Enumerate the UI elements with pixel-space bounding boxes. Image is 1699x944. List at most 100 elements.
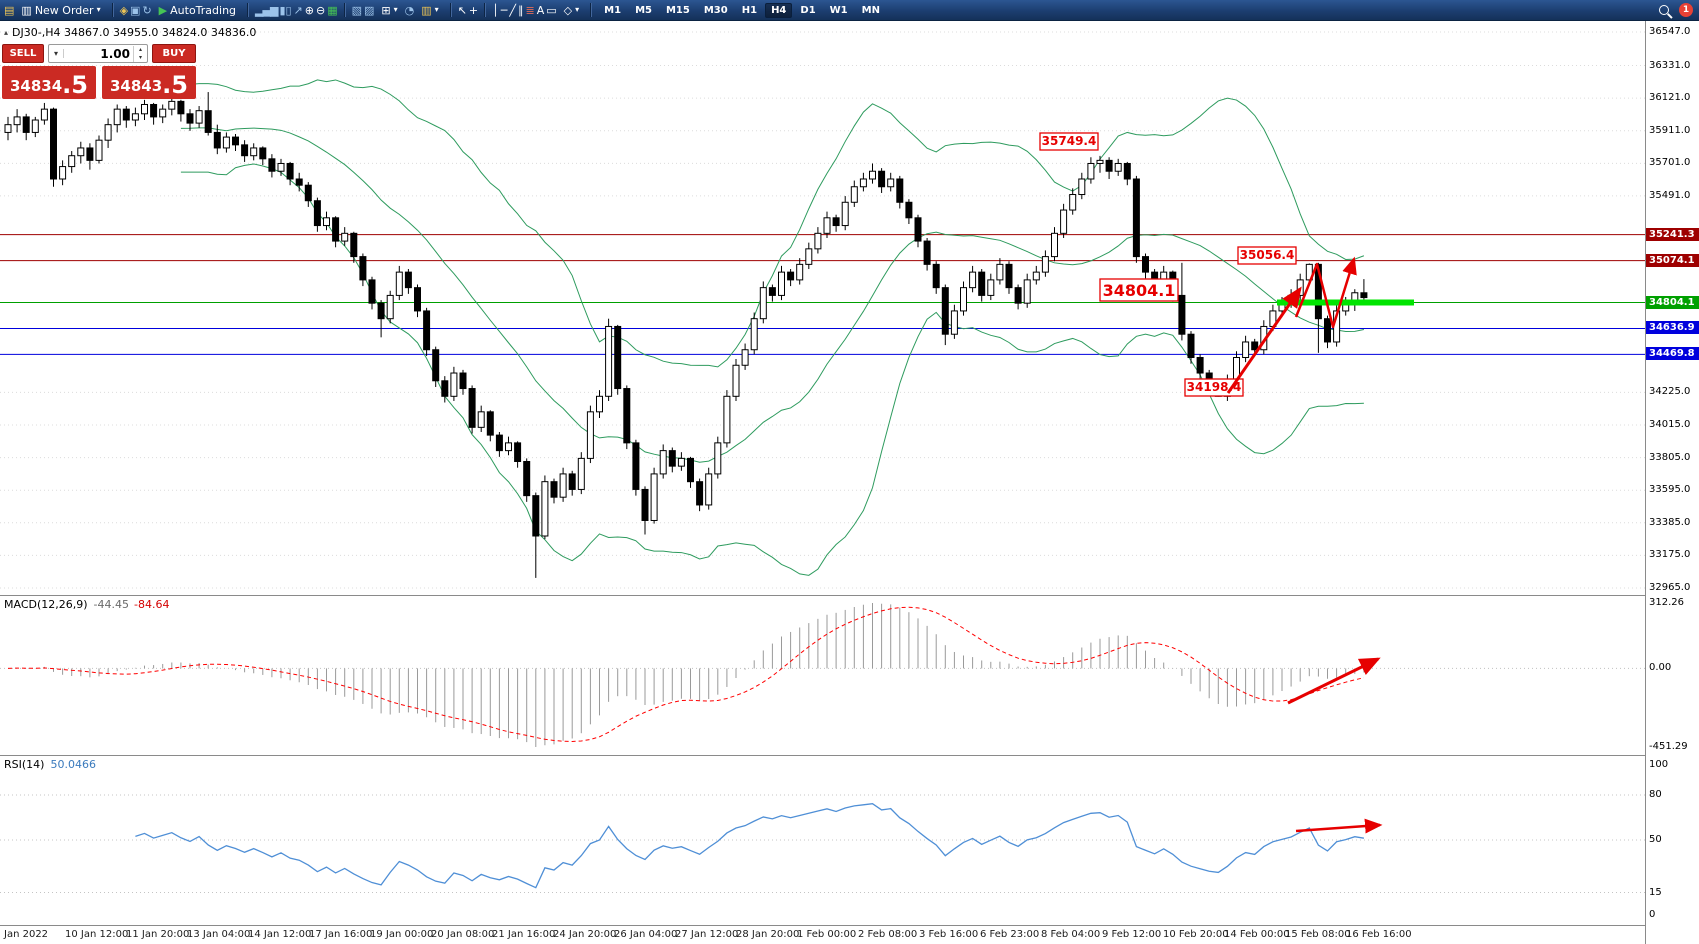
sell-button[interactable]: SELL [2, 44, 44, 63]
refresh-icon[interactable]: ↻ [142, 3, 152, 17]
candle [368, 279, 376, 304]
buy-button[interactable]: BUY [152, 44, 196, 63]
annotation-text: 35056.4 [1240, 248, 1295, 262]
candle [241, 144, 249, 157]
fibonacci-tool-icon[interactable]: ≣ [525, 3, 535, 17]
text-tool-icon[interactable]: A [536, 3, 545, 17]
candlestick-chart[interactable]: 35749.4 35056.4 34804.1 34198.4 [0, 21, 1645, 595]
candle [741, 349, 749, 366]
candle [1324, 318, 1331, 343]
one-click-expand-icon[interactable]: ▴ [4, 28, 9, 37]
search-icon[interactable] [1659, 5, 1669, 15]
autotrading-label: AutoTrading [170, 3, 237, 17]
line-chart-icon[interactable]: ↗ [293, 3, 303, 17]
tile-windows-icon[interactable]: ▦ [327, 3, 338, 17]
macd-signal-value: -84.64 [134, 598, 170, 611]
rsi-panel[interactable] [0, 755, 1645, 925]
volume-down-icon[interactable]: ▾ [138, 53, 142, 61]
new-order-label: New Order [34, 3, 94, 17]
timeframe-d1[interactable]: D1 [800, 4, 816, 16]
timeframe-h1[interactable]: H1 [741, 4, 758, 16]
candle [859, 178, 867, 188]
zoom-in-icon[interactable]: ⊕ [304, 3, 314, 17]
candlestick-chart-icon[interactable]: ▮▯ [279, 3, 292, 17]
timeframe-mn[interactable]: MN [861, 4, 880, 16]
price-tag: 34636.9 [1646, 321, 1699, 335]
time-axis-label: 16 Feb 16:00 [1346, 929, 1412, 940]
candle [950, 310, 958, 335]
volume-steppers[interactable]: ▴ ▾ [133, 45, 147, 62]
timeframe-m30[interactable]: M30 [703, 4, 728, 16]
candle [1196, 356, 1204, 374]
time-axis[interactable]: Jan 2022 10 Jan 12:00 11 Jan 20:00 13 Jan 0… [0, 925, 1699, 944]
arrange-windows-icon[interactable]: ▨ [364, 3, 375, 17]
volume-control[interactable]: ▾ 1.00 ▴ ▾ [48, 44, 148, 63]
notification-badge[interactable]: 1 [1679, 3, 1693, 17]
rsi-label: RSI(14) 50.0466 [4, 758, 96, 771]
volume-dropdown-icon[interactable]: ▾ [49, 49, 64, 58]
panel-separator[interactable] [0, 595, 1699, 596]
buy-price-display[interactable]: 34843.5 [102, 66, 196, 99]
toolbar-separator [343, 3, 346, 17]
candle [514, 442, 522, 462]
time-axis-label: 1 Feb 00:00 [797, 929, 857, 940]
autotrading-button[interactable]: ▶ AutoTrading [154, 3, 241, 18]
price-axis[interactable]: 36547.0 36331.0 36121.0 35911.0 35701.0 35491… [1645, 21, 1699, 944]
zoom-out-icon[interactable]: ⊖ [315, 3, 326, 17]
candle [341, 232, 349, 242]
candle [277, 162, 285, 172]
candle [259, 147, 267, 160]
horizontal-line-tool-icon[interactable]: ─ [500, 3, 508, 17]
candle [641, 488, 649, 521]
toolbar: ▤ ▥ New Order ▾ ◈ ▣ ↻ ▶ AutoTrading ▂▄▆ … [0, 0, 1699, 21]
timeframe-m1[interactable]: M1 [604, 4, 622, 16]
vertical-line-tool-icon[interactable]: │ [492, 3, 499, 17]
label-tool-icon[interactable]: ▭ [546, 3, 557, 17]
chart-icon[interactable]: ▤ [4, 3, 15, 17]
timeframe-w1[interactable]: W1 [829, 4, 848, 16]
candle [468, 388, 476, 428]
axis-label: 35911.0 [1649, 124, 1691, 136]
candle [1087, 162, 1095, 180]
time-axis-label: 13 Jan 04:00 [187, 929, 251, 940]
market-watch-icon[interactable]: ▣ [130, 3, 141, 17]
volume-up-icon[interactable]: ▴ [138, 45, 142, 53]
candle [896, 178, 904, 203]
toolbar-separator [247, 3, 250, 17]
trend-arrow [1287, 657, 1381, 705]
new-chart-button[interactable]: ⊞ ▾ [376, 4, 402, 17]
expert-advisor-icon[interactable]: ◈ [119, 3, 129, 17]
bar-chart-icon[interactable]: ▂▄▆ [255, 3, 278, 17]
macd-panel[interactable] [0, 595, 1645, 755]
sell-price-display[interactable]: 34834.5 [2, 66, 96, 99]
template-button[interactable]: ▥ ▾ [416, 4, 443, 17]
cursor-icon[interactable]: ↖ [457, 3, 467, 17]
candle [404, 271, 412, 289]
candle [68, 155, 76, 168]
volume-input[interactable]: 1.00 [100, 46, 130, 61]
candle [768, 287, 776, 296]
candle [77, 147, 85, 157]
macd-signal-line [7, 606, 1365, 743]
timeframe-m15[interactable]: M15 [665, 4, 690, 16]
candle [459, 372, 467, 390]
clock-icon[interactable]: ◔ [404, 3, 415, 17]
candle [996, 263, 1004, 281]
timeframe-m5[interactable]: M5 [635, 4, 652, 16]
shapes-tool-button[interactable]: ◇ ▾ [559, 4, 584, 17]
candle [596, 395, 603, 413]
candle [869, 170, 876, 180]
trendline-tool-icon[interactable]: ╱ [509, 3, 516, 17]
panel-separator[interactable] [0, 755, 1699, 756]
crosshair-icon[interactable]: + [468, 3, 479, 17]
candle [59, 166, 67, 180]
candle [213, 131, 221, 149]
candle [668, 450, 676, 467]
cascade-windows-icon[interactable]: ▧ [351, 3, 363, 17]
timeframe-h4[interactable]: H4 [765, 2, 793, 18]
candle [113, 108, 121, 126]
new-order-button[interactable]: ▥ New Order ▾ [16, 3, 105, 18]
time-axis-label: 28 Jan 20:00 [736, 929, 800, 940]
channel-tool-icon[interactable]: ∥ [518, 3, 524, 17]
